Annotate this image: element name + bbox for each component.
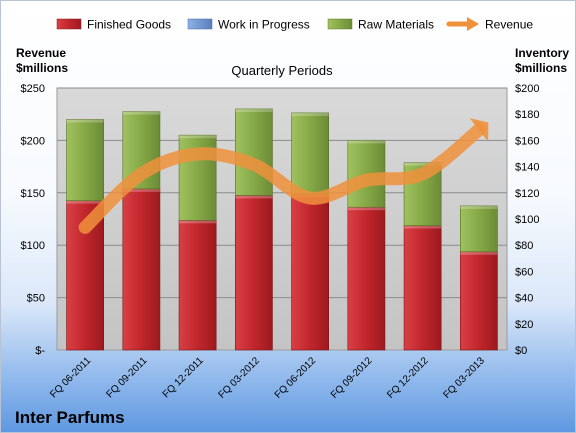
x-tick-label: FQ 03-2013 bbox=[441, 355, 487, 401]
bar-finished-goods-highlight bbox=[122, 188, 160, 192]
chart-title: Quarterly Periods bbox=[231, 63, 333, 78]
bar-raw-materials-highlight bbox=[460, 205, 498, 209]
x-axis: FQ 06-2011 FQ 09-2011 FQ 12-2011 FQ 03-2012… bbox=[48, 355, 487, 401]
left-tick-label: $- bbox=[35, 345, 45, 357]
revenue-arrowhead-icon bbox=[469, 118, 489, 142]
bar-raw-materials-highlight bbox=[179, 135, 217, 139]
bar-raw-materials bbox=[235, 108, 273, 196]
bar-finished-goods-highlight bbox=[235, 195, 273, 199]
bar-raw-materials bbox=[460, 205, 498, 253]
right-tick-label: $100 bbox=[515, 214, 539, 226]
bar-finished-goods bbox=[178, 220, 217, 351]
left-axis: $- $50 $100 $150 $200 $250 bbox=[21, 83, 46, 357]
left-axis-title-line1: Revenue bbox=[16, 46, 66, 60]
bar-raw-materials bbox=[66, 119, 104, 201]
right-tick-label: $40 bbox=[515, 293, 533, 305]
bar-raw-materials-highlight bbox=[291, 112, 329, 116]
x-tick-label: FQ 03-2012 bbox=[216, 355, 262, 401]
bar-finished-goods-highlight bbox=[404, 225, 442, 229]
legend-label-revenue: Revenue bbox=[485, 18, 533, 32]
right-tick-label: $160 bbox=[515, 135, 539, 147]
bar-finished-goods bbox=[403, 225, 442, 351]
legend-swatch-finished-goods bbox=[56, 18, 82, 30]
right-tick-label: $180 bbox=[515, 109, 539, 121]
x-tick-label: FQ 12-2012 bbox=[385, 355, 431, 401]
right-tick-label: $80 bbox=[515, 240, 533, 252]
left-tick-label: $200 bbox=[21, 135, 45, 147]
left-tick-label: $250 bbox=[21, 83, 45, 95]
bar-finished-goods-highlight bbox=[179, 220, 217, 224]
legend: Finished Goods Work in Progress Raw Mate… bbox=[56, 17, 533, 32]
legend-arrow-icon bbox=[467, 17, 479, 31]
right-axis: $0 $20 $40 $60 $80 $100 $120 $140 $160 $180 $200 bbox=[515, 83, 539, 357]
right-tick-label: $0 bbox=[515, 345, 527, 357]
legend-swatch-raw-materials bbox=[327, 18, 353, 30]
bar-finished-goods bbox=[291, 193, 329, 351]
x-tick-label: FQ 06-2012 bbox=[273, 355, 319, 401]
left-tick-label: $50 bbox=[27, 293, 45, 305]
bar-finished-goods bbox=[66, 200, 104, 351]
bar-finished-goods-highlight bbox=[66, 200, 104, 204]
right-tick-label: $140 bbox=[515, 162, 539, 174]
right-axis-title-line1: Inventory bbox=[515, 46, 569, 60]
legend-label-work-in-progress: Work in Progress bbox=[218, 18, 310, 32]
bar-finished-goods bbox=[122, 188, 161, 351]
bar-raw-materials bbox=[291, 112, 329, 195]
x-tick-label: FQ 09-2011 bbox=[105, 355, 150, 400]
bar-raw-materials-highlight bbox=[122, 111, 160, 115]
bar-finished-goods bbox=[347, 206, 386, 351]
bar-raw-materials-highlight bbox=[404, 162, 442, 166]
bar-raw-materials-highlight bbox=[347, 140, 385, 144]
x-tick-label: FQ 06-2011 bbox=[48, 355, 93, 400]
right-tick-label: $60 bbox=[515, 266, 533, 278]
left-tick-label: $150 bbox=[21, 188, 45, 200]
revenue-line-path bbox=[78, 123, 486, 234]
left-tick-label: $100 bbox=[21, 240, 45, 252]
bar-finished-goods-highlight bbox=[460, 251, 498, 255]
right-axis-title-line2: $millions bbox=[515, 61, 567, 75]
bar-finished-goods bbox=[235, 195, 273, 351]
right-tick-label: $200 bbox=[515, 83, 539, 95]
legend-label-raw-materials: Raw Materials bbox=[358, 18, 434, 32]
right-tick-label: $120 bbox=[515, 188, 539, 200]
right-tick-label: $20 bbox=[515, 319, 533, 331]
legend-label-finished-goods: Finished Goods bbox=[87, 18, 171, 32]
bar-finished-goods-highlight bbox=[347, 207, 385, 211]
company-name: Inter Parfums bbox=[15, 408, 125, 427]
x-tick-label: FQ 12-2011 bbox=[161, 355, 206, 400]
bar-series bbox=[66, 108, 498, 351]
revenue-line bbox=[78, 118, 489, 234]
left-axis-title-line2: $millions bbox=[16, 61, 68, 75]
bar-raw-materials-highlight bbox=[66, 119, 104, 123]
bar-raw-materials-highlight bbox=[235, 108, 273, 112]
legend-swatch-work-in-progress bbox=[187, 18, 213, 30]
bar-finished-goods bbox=[460, 251, 498, 351]
x-tick-label: FQ 09-2012 bbox=[329, 355, 375, 401]
